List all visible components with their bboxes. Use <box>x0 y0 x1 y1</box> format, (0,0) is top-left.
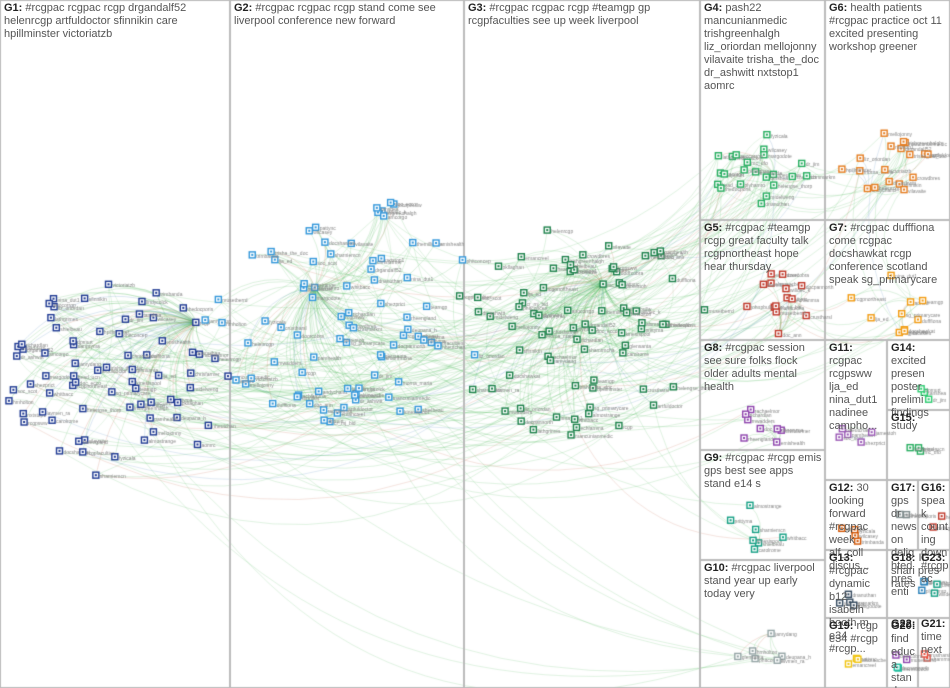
network-graph-canvas <box>0 0 950 688</box>
